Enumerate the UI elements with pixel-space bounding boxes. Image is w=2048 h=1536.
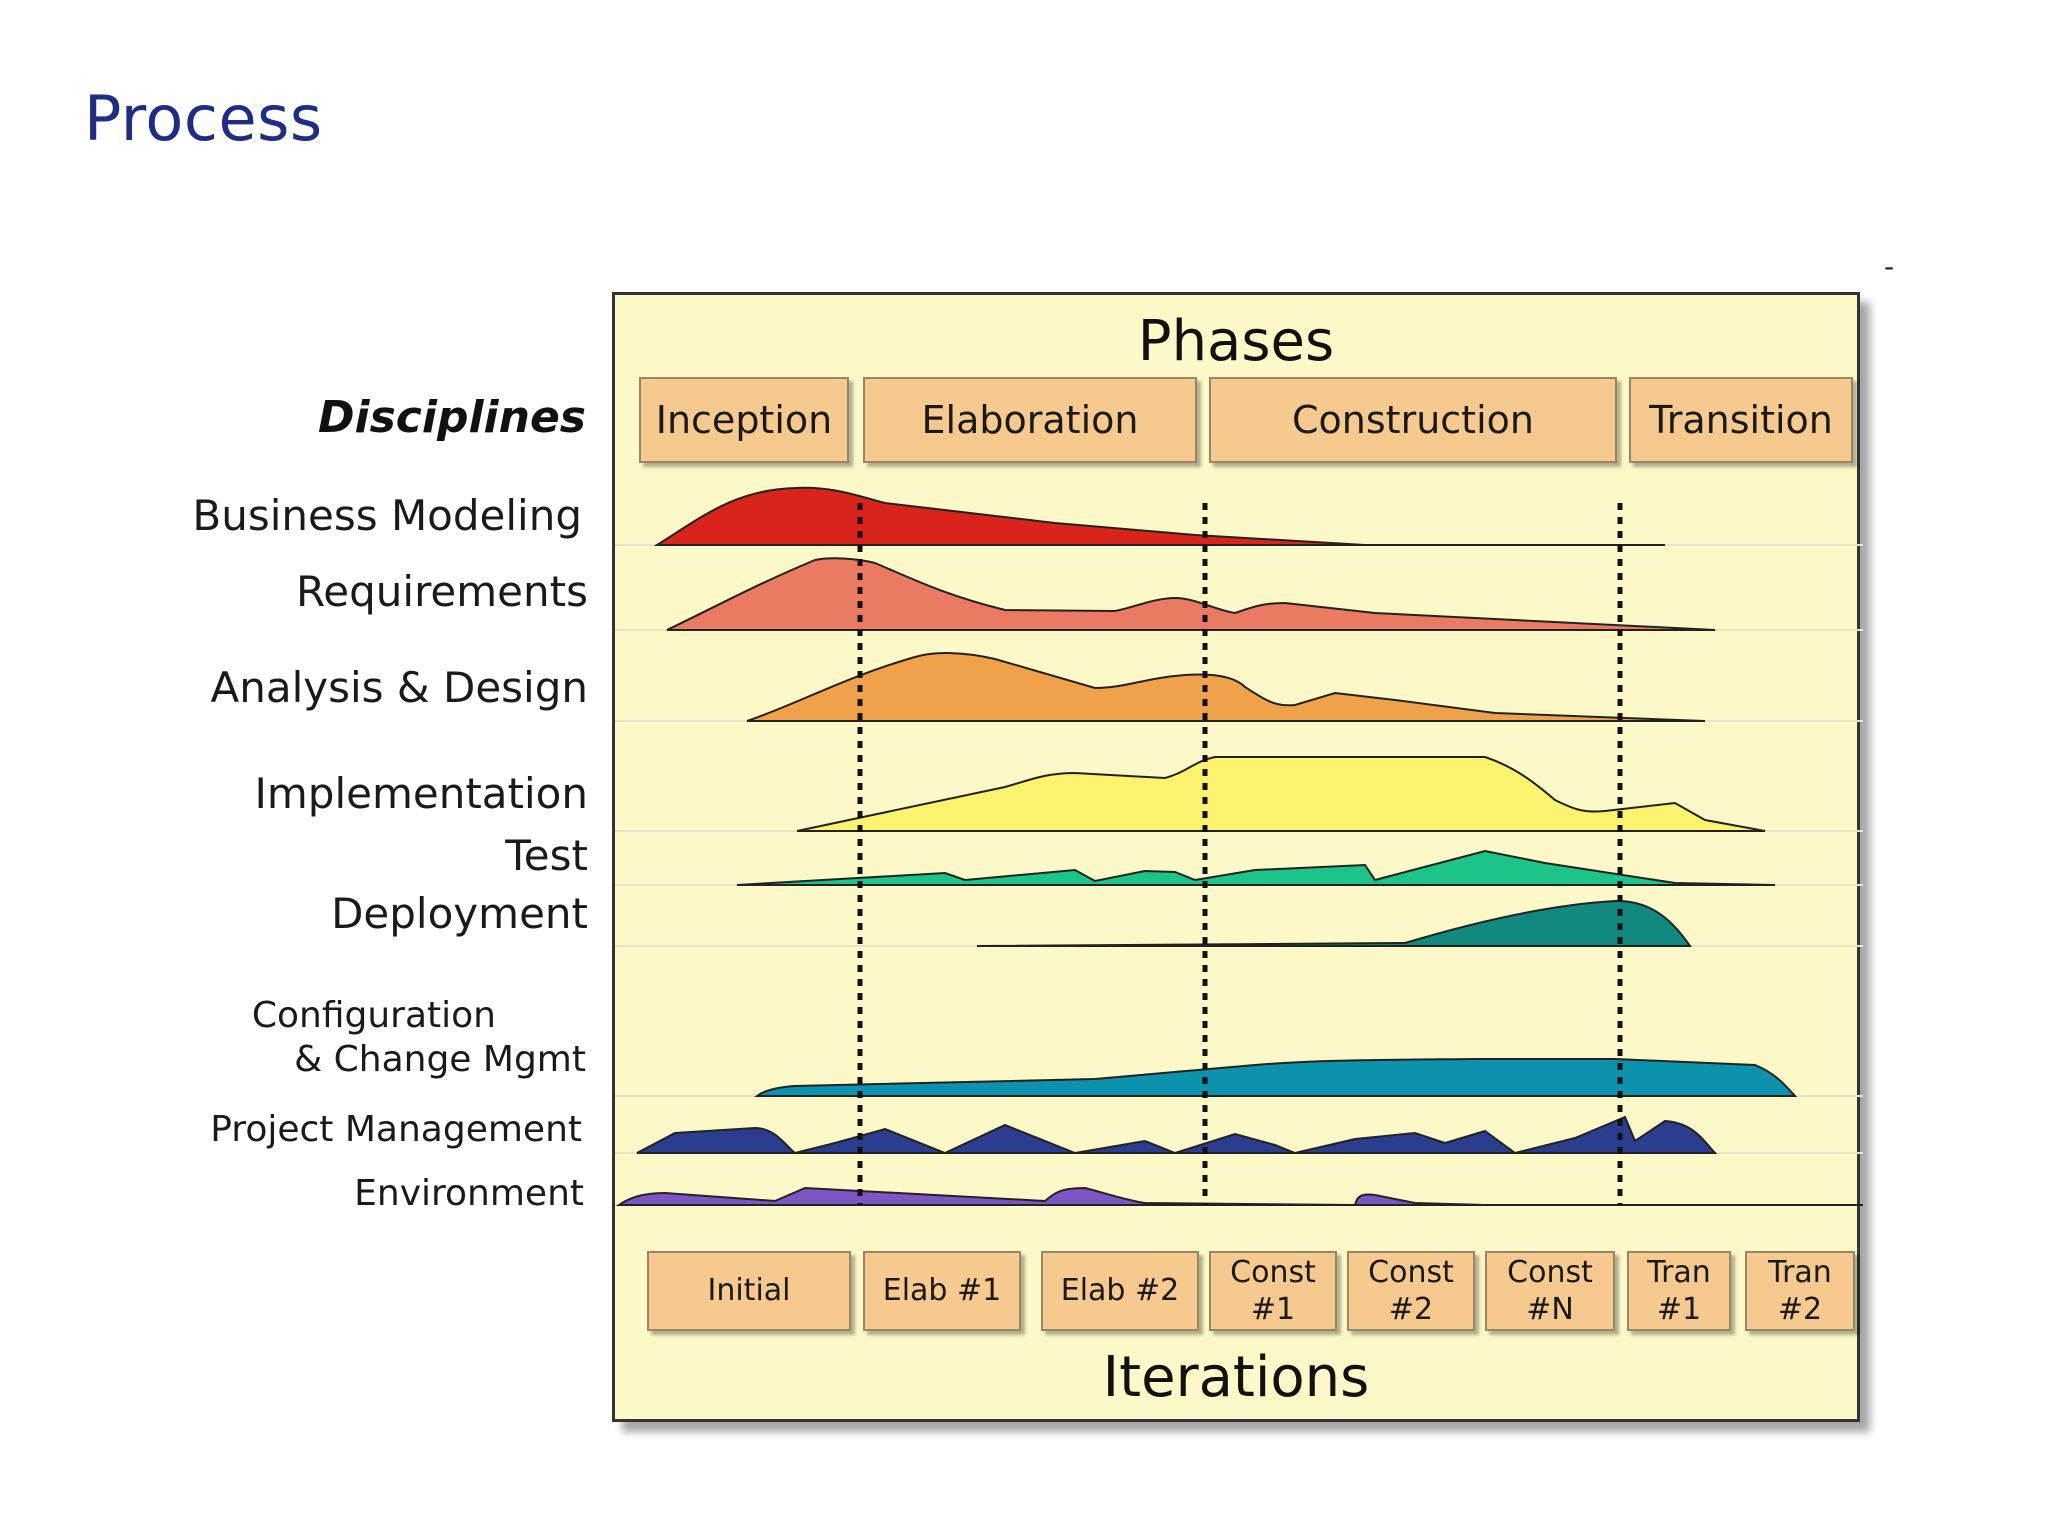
iteration-elab-2: Elab #2 xyxy=(1041,1251,1199,1331)
corner-mark: - xyxy=(1884,250,1895,283)
phases-title: Phases xyxy=(1137,309,1335,374)
discipline-label-project-management: Project Management xyxy=(210,1109,582,1150)
curve-project-management xyxy=(636,1115,1718,1155)
iteration-elab-1: Elab #1 xyxy=(863,1251,1021,1331)
phase-construction: Construction xyxy=(1209,377,1617,463)
phase-inception: Inception xyxy=(639,377,849,463)
phase-elaboration: Elaboration xyxy=(863,377,1197,463)
discipline-label-environment: Environment xyxy=(354,1173,584,1214)
iterations-title: Iterations xyxy=(1102,1345,1370,1410)
discipline-label-change-mgmt: & Change Mgmt xyxy=(294,1039,586,1080)
curve-test xyxy=(736,849,1776,886)
curve-environment xyxy=(615,1186,1486,1207)
iteration-initial: Initial xyxy=(647,1251,851,1331)
slide-title: Process xyxy=(84,82,323,155)
curve-requirements xyxy=(666,557,1716,631)
phase-transition: Transition xyxy=(1629,377,1853,463)
iteration-const-2: Const #2 xyxy=(1347,1251,1475,1331)
iteration-tran-1: Tran #1 xyxy=(1627,1251,1731,1331)
discipline-label-analysis-design: Analysis & Design xyxy=(210,663,588,712)
iteration-tran-2: Tran #2 xyxy=(1745,1251,1855,1331)
discipline-label-implementation: Implementation xyxy=(254,769,589,818)
discipline-label-business-modeling: Business Modeling xyxy=(192,491,582,540)
curve-analysis-design xyxy=(746,652,1706,722)
iteration-const-n: Const #N xyxy=(1485,1251,1615,1331)
workload-curves xyxy=(615,486,1863,1207)
curve-config xyxy=(753,1058,1798,1097)
curve-implementation xyxy=(796,756,1766,832)
rup-hump-diagram: Phases Inception Elaboration Constructio… xyxy=(612,292,1863,1422)
discipline-label-configuration: Configuration xyxy=(251,995,496,1036)
discipline-label-deployment: Deployment xyxy=(331,889,588,938)
iteration-const-1: Const #1 xyxy=(1209,1251,1337,1331)
discipline-label-requirements: Requirements xyxy=(296,567,588,616)
discipline-label-test: Test xyxy=(505,831,588,880)
disciplines-heading: Disciplines xyxy=(318,392,586,443)
curve-deployment xyxy=(976,899,1692,947)
curve-business-modeling xyxy=(653,486,1366,546)
